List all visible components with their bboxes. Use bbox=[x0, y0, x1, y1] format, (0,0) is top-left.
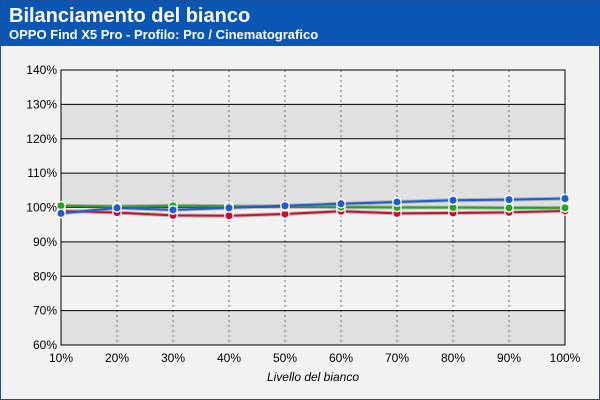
x-tick-label: 30% bbox=[161, 351, 185, 365]
band-7 bbox=[61, 70, 565, 105]
x-tick-label: 40% bbox=[217, 351, 241, 365]
vertical-gridlines bbox=[116, 70, 510, 345]
data-point bbox=[560, 193, 570, 204]
y-tick-label: 140% bbox=[26, 63, 57, 77]
x-tick-label: 90% bbox=[497, 351, 521, 365]
y-tick-label: 70% bbox=[33, 304, 57, 318]
data-point bbox=[336, 198, 346, 209]
series-line bbox=[60, 204, 565, 209]
data-point bbox=[112, 202, 122, 213]
x-axis-label: Livello del bianco bbox=[267, 370, 359, 384]
chart-subtitle: OPPO Find X5 Pro - Profilo: Pro / Cinema… bbox=[9, 27, 319, 42]
band-2 bbox=[61, 241, 565, 277]
band-5 bbox=[61, 138, 565, 174]
y-tick-label: 60% bbox=[33, 338, 57, 352]
chart-header: Bilanciamento del bianco OPPO Find X5 Pr… bbox=[1, 1, 600, 46]
y-tick-label: 130% bbox=[26, 97, 57, 111]
x-tick-label: 50% bbox=[273, 351, 297, 365]
data-point bbox=[224, 202, 234, 213]
y-tick-labels: 60% 70% 80% 90% 100% 110% 120% 130% 140% bbox=[26, 63, 57, 352]
chart-title: Bilanciamento del bianco bbox=[9, 5, 251, 27]
band-4 bbox=[61, 173, 565, 208]
data-point bbox=[504, 202, 514, 213]
y-tick-label: 110% bbox=[27, 166, 57, 180]
x-tick-label: 20% bbox=[105, 351, 129, 365]
x-tick-label: 100% bbox=[550, 351, 581, 365]
x-tick-label: 70% bbox=[385, 351, 409, 365]
y-tick-label: 80% bbox=[33, 269, 57, 283]
x-tick-label: 80% bbox=[441, 351, 465, 365]
data-point bbox=[280, 200, 290, 211]
x-tick-labels: 10% 20% 30% 40% 50% 60% 70% 80% 90% 100% bbox=[49, 351, 581, 365]
data-point bbox=[56, 208, 66, 219]
series-line bbox=[60, 209, 566, 217]
y-tick-label: 120% bbox=[26, 132, 57, 146]
series-line bbox=[60, 197, 566, 215]
data-point bbox=[448, 195, 458, 206]
band-0 bbox=[61, 310, 565, 345]
data-point bbox=[504, 194, 514, 205]
x-tick-label: 10% bbox=[49, 351, 73, 365]
x-tick-label: 60% bbox=[329, 351, 353, 365]
data-point bbox=[392, 197, 402, 207]
data-point bbox=[224, 210, 234, 221]
y-tick-label: 100% bbox=[26, 201, 57, 215]
band-6 bbox=[61, 104, 565, 139]
background-bands bbox=[61, 70, 565, 345]
data-point bbox=[560, 202, 570, 213]
band-1 bbox=[61, 276, 565, 311]
series-blue bbox=[56, 193, 570, 219]
series-layer bbox=[56, 193, 570, 221]
y-tick-label: 90% bbox=[33, 235, 57, 249]
data-point bbox=[168, 205, 178, 215]
